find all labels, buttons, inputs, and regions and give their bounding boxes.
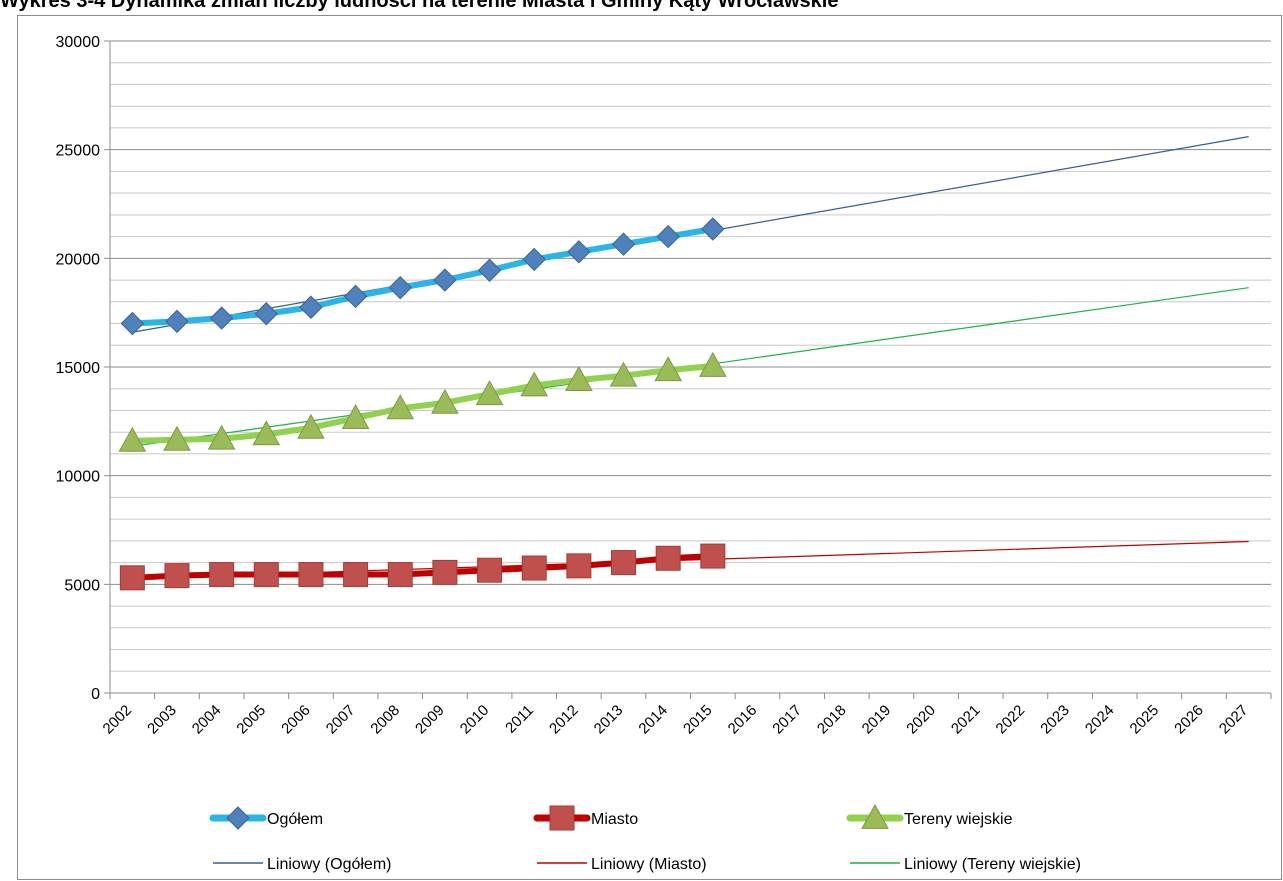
y-tick-label: 25000 (56, 143, 101, 160)
x-tick-label: 2018 (814, 702, 850, 738)
data-point (165, 309, 189, 334)
x-tick-label: 2003 (144, 702, 180, 738)
x-tick-label: 2007 (323, 702, 359, 738)
data-point (207, 424, 236, 450)
data-point (341, 404, 370, 429)
data-point (164, 563, 190, 589)
data-point (119, 565, 145, 591)
data-point (475, 380, 504, 406)
data-point (386, 394, 415, 420)
x-tick-label: 2020 (903, 702, 939, 738)
x-tick-label: 2013 (591, 702, 627, 738)
data-point (566, 553, 592, 579)
x-tick-label: 2025 (1127, 702, 1163, 738)
data-point (388, 275, 412, 300)
data-point (520, 371, 549, 397)
data-point (654, 356, 683, 382)
data-point (118, 426, 147, 452)
data-point (254, 302, 278, 326)
data-point (698, 351, 727, 377)
legend-label: Liniowy (Ogółem) (267, 856, 391, 873)
data-point (611, 550, 637, 576)
y-tick-label: 5000 (64, 577, 100, 594)
data-point (700, 543, 726, 569)
y-tick-label: 10000 (56, 469, 101, 486)
data-point (701, 217, 725, 241)
legend-marker (861, 803, 889, 829)
data-point (433, 268, 457, 292)
data-point (297, 413, 325, 439)
x-tick-label: 2011 (502, 702, 537, 737)
data-point (209, 306, 234, 330)
x-tick-label: 2014 (635, 702, 671, 738)
x-tick-label: 2016 (725, 702, 761, 738)
x-tick-label: 2022 (993, 702, 1029, 738)
x-tick-label: 2026 (1171, 702, 1207, 738)
data-point (120, 311, 145, 336)
y-tick-label: 15000 (56, 360, 101, 377)
data-point (567, 240, 591, 264)
data-point (431, 388, 459, 414)
data-point (477, 258, 502, 282)
x-tick-label: 2004 (189, 702, 225, 738)
data-point (477, 557, 503, 583)
chart-title: Wykres 3-4 Dynamika zmian liczby ludnośc… (0, 0, 839, 12)
legend-label: Liniowy (Tereny wiejskie) (904, 856, 1081, 873)
data-point (209, 562, 235, 588)
data-point (252, 420, 281, 446)
x-tick-label: 2021 (948, 702, 984, 738)
x-tick-label: 2024 (1082, 702, 1118, 738)
data-point (387, 562, 413, 588)
legend-marker (549, 805, 575, 831)
data-point (656, 224, 680, 249)
legend-label: Ogółem (267, 811, 323, 828)
data-point (655, 545, 681, 571)
x-tick-label: 2009 (412, 702, 448, 738)
x-tick-label: 2012 (546, 702, 582, 738)
data-point (432, 559, 458, 585)
x-tick-label: 2027 (1216, 702, 1252, 738)
x-tick-label: 2008 (367, 702, 403, 738)
x-tick-label: 2017 (769, 702, 805, 738)
legend-marker (226, 806, 250, 830)
x-tick-label: 2002 (100, 702, 136, 738)
x-tick-label: 2023 (1037, 702, 1073, 738)
legend-label: Liniowy (Miasto) (591, 856, 707, 873)
data-point (521, 555, 547, 581)
data-point (253, 562, 279, 588)
x-tick-label: 2015 (680, 702, 716, 738)
data-point (343, 562, 369, 588)
y-tick-label: 30000 (56, 34, 101, 51)
data-point (298, 562, 324, 588)
data-point (565, 366, 593, 391)
x-tick-label: 2010 (457, 702, 493, 738)
data-point (611, 232, 636, 256)
data-point (522, 247, 546, 272)
y-tick-label: 0 (91, 686, 100, 703)
data-point (299, 295, 323, 319)
x-tick-label: 2019 (859, 702, 895, 738)
y-tick-label: 20000 (56, 251, 101, 268)
data-point (343, 284, 368, 309)
legend-label: Tereny wiejskie (904, 811, 1013, 828)
x-tick-label: 2005 (233, 702, 269, 738)
data-point (609, 361, 638, 387)
legend-label: Miasto (591, 811, 638, 828)
data-point (163, 425, 191, 451)
x-tick-label: 2006 (278, 702, 314, 738)
